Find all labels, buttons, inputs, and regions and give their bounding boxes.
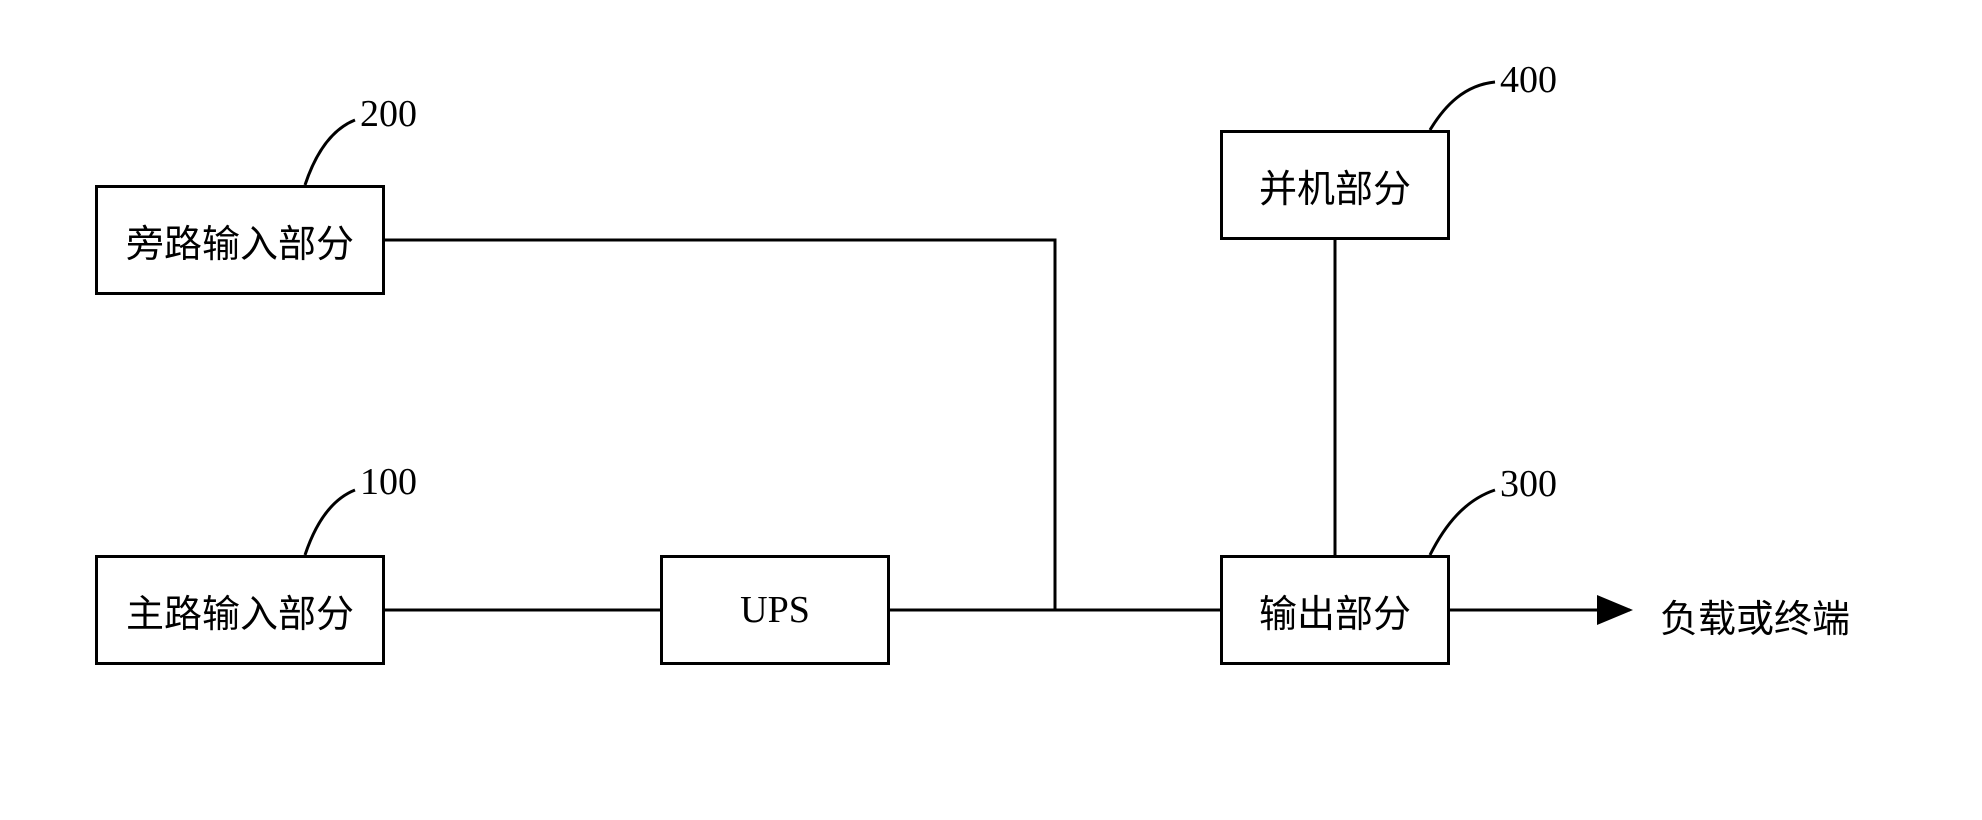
ups-label: UPS	[740, 588, 810, 632]
bypass-input-label: 旁路输入部分	[126, 213, 354, 268]
diagram-canvas: 旁路输入部分 主路输入部分 UPS 输出部分 并机部分 负载或终端 200 10…	[0, 0, 1982, 820]
main-input-box: 主路输入部分	[95, 555, 385, 665]
ups-box: UPS	[660, 555, 890, 665]
output-label: 输出部分	[1259, 583, 1411, 638]
main-input-label: 主路输入部分	[126, 583, 354, 638]
ref-100: 100	[360, 460, 417, 504]
load-text: 负载或终端	[1660, 588, 1850, 643]
parallel-box: 并机部分	[1220, 130, 1450, 240]
parallel-label: 并机部分	[1259, 158, 1411, 213]
ref-300: 300	[1500, 462, 1557, 506]
ref-400: 400	[1500, 58, 1557, 102]
output-box: 输出部分	[1220, 555, 1450, 665]
ref-200: 200	[360, 92, 417, 136]
bypass-input-box: 旁路输入部分	[95, 185, 385, 295]
connections-svg	[0, 0, 1982, 820]
